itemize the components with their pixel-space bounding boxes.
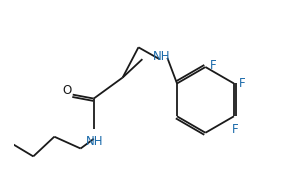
Text: NH: NH [153,50,171,63]
Text: O: O [63,84,72,97]
Text: F: F [232,123,239,136]
Text: F: F [239,77,245,90]
Text: NH: NH [86,135,104,148]
Text: F: F [210,59,217,72]
